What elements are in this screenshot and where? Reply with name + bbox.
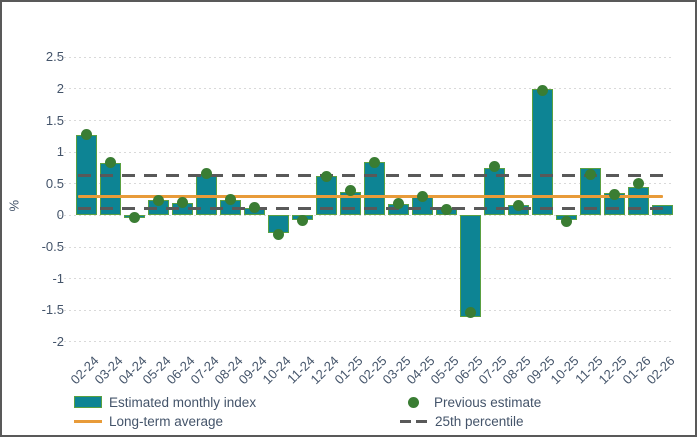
legend-item-previous-estimate: Previous estimate xyxy=(400,394,541,410)
legend-label: Previous estimate xyxy=(434,394,542,410)
legend-label: 25th percentile xyxy=(435,413,524,429)
legend-item-long-term-average: Long-term average xyxy=(74,413,223,429)
line-swatch-icon xyxy=(74,419,102,423)
dot-swatch-icon xyxy=(408,396,419,408)
legend-label: Estimated monthly index xyxy=(109,394,257,410)
bar-swatch-icon xyxy=(74,396,102,408)
legend-item-25th-percentile: 25th percentile xyxy=(400,413,524,429)
dash-swatch-icon xyxy=(400,419,428,423)
legend-item-estimated-monthly-index: Estimated monthly index xyxy=(74,394,256,410)
legend-label: Long-term average xyxy=(109,413,224,429)
